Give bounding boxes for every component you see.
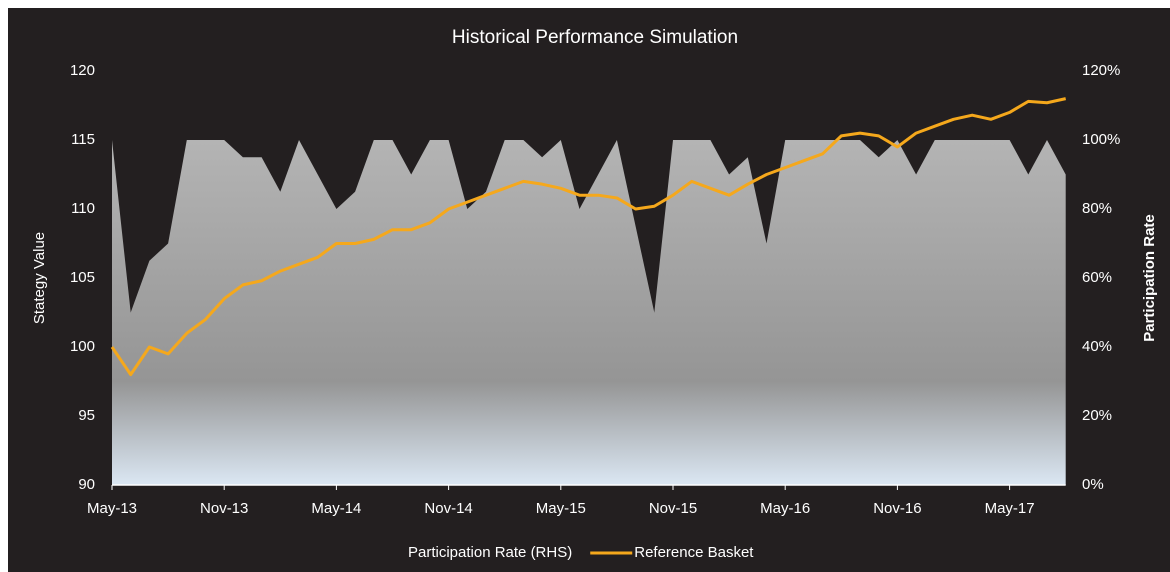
y-axis-label: Stategy Value <box>31 232 48 324</box>
x-tick-label: May-16 <box>760 500 810 517</box>
y2-tick-label: 0% <box>1082 476 1104 493</box>
y-tick-label: 90 <box>78 476 95 493</box>
participation-area <box>112 140 1066 485</box>
x-tick-label: Nov-13 <box>200 500 248 517</box>
x-tick-label: Nov-16 <box>873 500 921 517</box>
x-tick-label: May-17 <box>985 500 1035 517</box>
y2-tick-label: 100% <box>1082 131 1120 148</box>
y2-tick-label: 120% <box>1082 62 1120 79</box>
y2-tick-label: 20% <box>1082 407 1112 424</box>
y-tick-label: 100 <box>70 338 95 355</box>
y-tick-label: 105 <box>70 269 95 286</box>
y-tick-label: 115 <box>71 131 95 148</box>
x-tick-label: May-14 <box>311 500 361 517</box>
x-tick-label: Nov-15 <box>649 500 697 517</box>
x-tick-label: May-13 <box>87 500 137 517</box>
legend-label: Reference Basket <box>634 544 754 561</box>
y2-tick-label: 80% <box>1082 200 1112 217</box>
reference-line <box>110 97 1067 377</box>
legend-label: Participation Rate (RHS) <box>408 544 572 561</box>
y2-axis-label: Participation Rate <box>1141 214 1158 342</box>
y-tick-label: 110 <box>71 200 95 217</box>
y-tick-label: 95 <box>78 407 95 424</box>
chart-title: Historical Performance Simulation <box>452 27 738 48</box>
y2-tick-label: 60% <box>1082 269 1112 286</box>
x-tick-label: Nov-14 <box>424 500 472 517</box>
x-tick-label: May-15 <box>536 500 586 517</box>
y-tick-label: 120 <box>70 62 95 79</box>
y2-tick-label: 40% <box>1082 338 1112 355</box>
